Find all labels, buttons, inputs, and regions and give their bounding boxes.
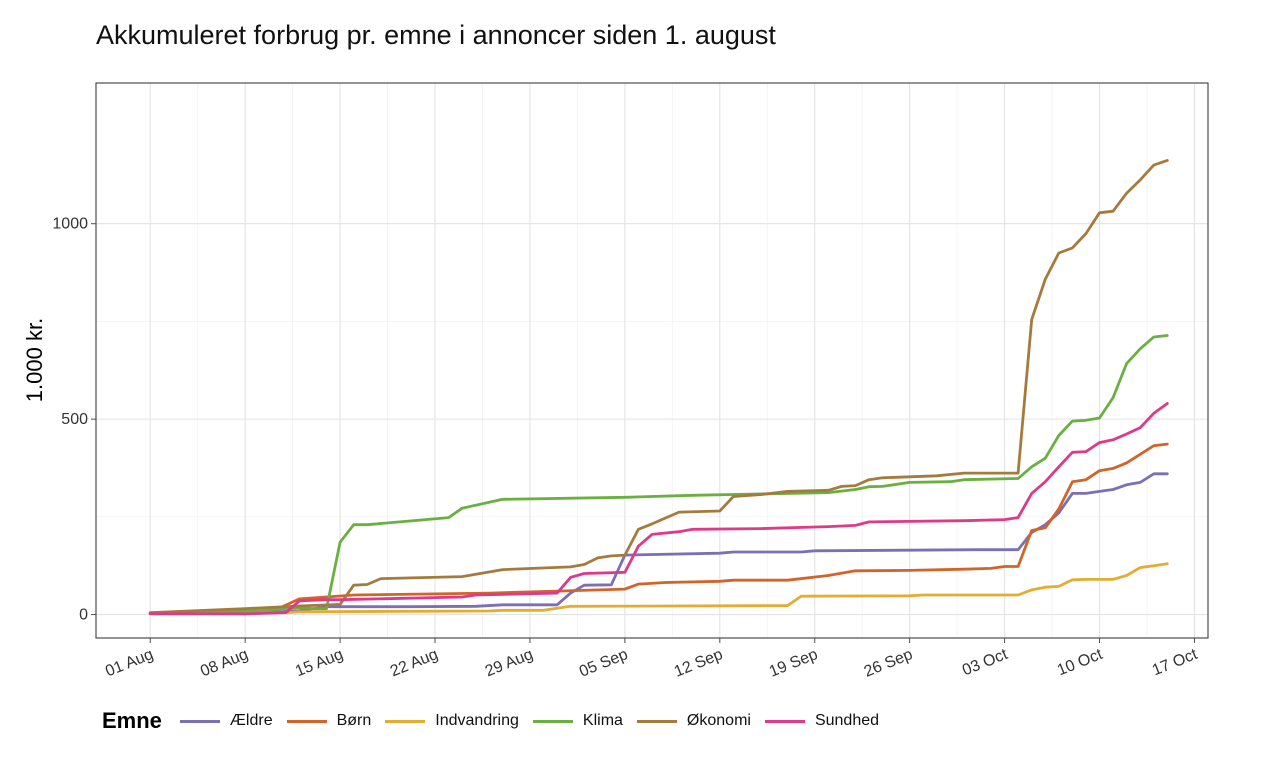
- legend-item-Økonomi: Økonomi: [636, 712, 751, 730]
- legend-label: Klima: [582, 712, 623, 729]
- legend-item-Klima: Klima: [532, 712, 623, 730]
- x-tick-label: 05 Sep: [577, 646, 630, 681]
- x-tick-label: 19 Sep: [767, 646, 820, 681]
- y-axis-title: 1.000 kr.: [22, 318, 47, 402]
- series-line-Økonomi: [148, 158, 1169, 614]
- x-tick-label: 03 Oct: [960, 646, 1011, 680]
- legend-key: [532, 719, 573, 723]
- legend-item-Ældre: Ældre: [179, 712, 273, 730]
- legend-key: [764, 719, 805, 723]
- x-tick-label: 17 Oct: [1150, 646, 1201, 680]
- x-tick-label: 08 Aug: [198, 646, 251, 680]
- x-tick-label: 12 Sep: [672, 646, 725, 681]
- legend-label: Børn: [336, 712, 372, 729]
- legend-title: Emne: [102, 708, 162, 733]
- series-line-Sundhed: [148, 402, 1169, 616]
- series-line-Klima: [148, 334, 1169, 615]
- legend-label: Sundhed: [814, 712, 880, 729]
- x-tick-label: 10 Oct: [1055, 646, 1106, 680]
- y-tick-label: 1000: [52, 216, 88, 233]
- x-tick-label: 15 Aug: [293, 646, 346, 680]
- legend-item-Indvandring: Indvandring: [385, 712, 519, 730]
- x-tick-label: 22 Aug: [388, 646, 441, 680]
- legend-label: Økonomi: [686, 712, 751, 729]
- legend-key: [385, 719, 426, 723]
- chart-title: Akkumuleret forbrug pr. emne i annoncer …: [96, 20, 776, 50]
- legend-key: [636, 719, 677, 723]
- x-tick-label: 26 Sep: [862, 646, 915, 681]
- legend-key: [179, 719, 220, 723]
- x-tick-label: 29 Aug: [483, 646, 536, 680]
- y-tick-label: 500: [61, 411, 88, 428]
- y-axis: 0 500 1000: [52, 216, 96, 624]
- series-line-Ældre: [148, 472, 1169, 615]
- series-line-Indvandring: [148, 562, 1169, 615]
- y-tick-label: 0: [79, 607, 88, 624]
- legend-label: Ældre: [229, 712, 273, 729]
- legend-label: Indvandring: [435, 712, 519, 729]
- legend: Emne Ældre Børn Indvandring Klima Økonomi Sun…: [102, 706, 893, 736]
- series-layer: [148, 158, 1169, 616]
- x-tick-label: 01 Aug: [103, 646, 156, 680]
- legend-item-Børn: Børn: [286, 712, 372, 730]
- plot-frame: [95, 82, 1209, 639]
- series-line-Børn: [148, 442, 1169, 615]
- legend-key: [286, 719, 327, 723]
- x-axis: 01 Aug 08 Aug 15 Aug 22 Aug 29 Aug 05 Sep 12 S…: [103, 638, 1200, 681]
- legend-item-Sundhed: Sundhed: [764, 712, 880, 730]
